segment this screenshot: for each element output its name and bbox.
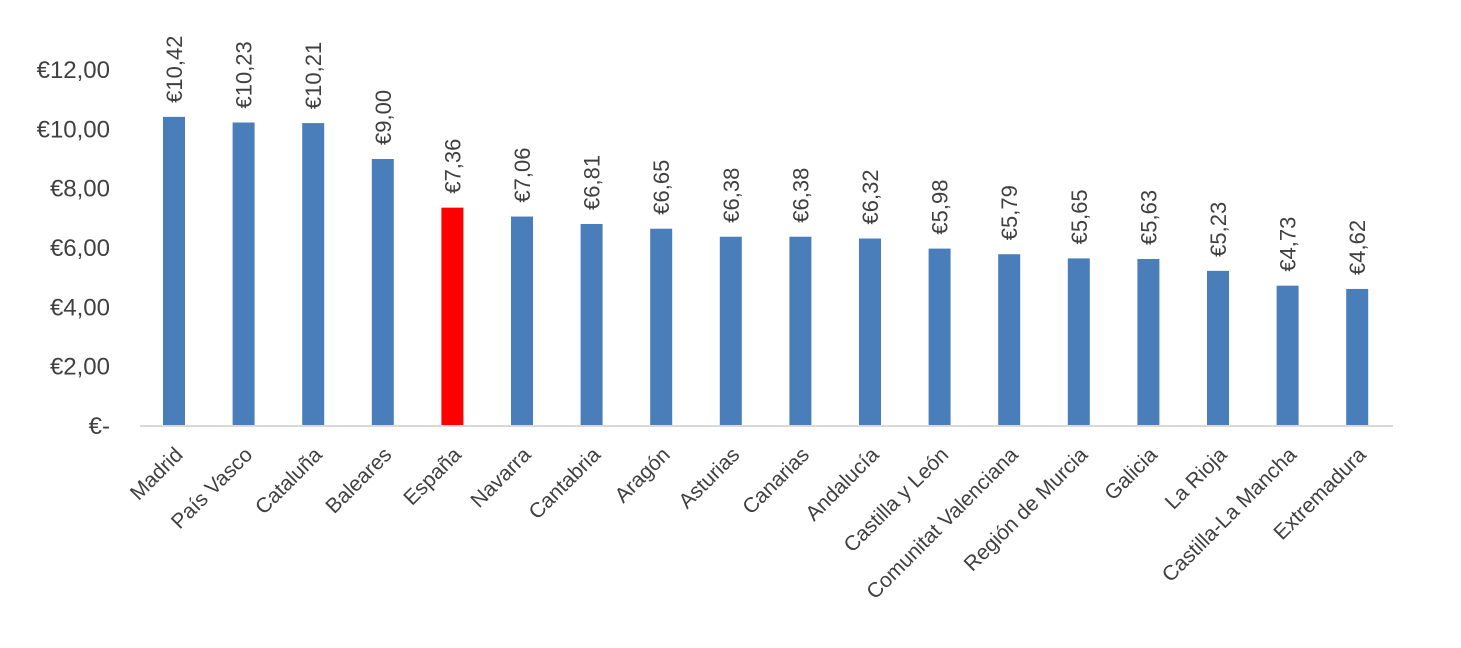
data-label: €5,79 [997, 185, 1022, 240]
data-label: €6,38 [719, 168, 744, 223]
x-tick-label: Navarra [466, 443, 535, 512]
x-tick-label: España [399, 443, 466, 510]
data-label: €10,23 [232, 41, 257, 108]
x-tick-label: Asturias [674, 443, 744, 513]
bar [928, 248, 951, 426]
bar [232, 122, 255, 426]
bar [859, 238, 881, 426]
bar [1067, 258, 1090, 426]
bar [1346, 288, 1369, 426]
data-label: €9,00 [371, 90, 396, 145]
bar [1207, 270, 1229, 426]
x-tick-label: Cataluña [251, 443, 327, 519]
y-tick-label: €10,00 [37, 116, 110, 143]
x-tick-label: Baleares [321, 443, 396, 518]
data-label: €10,21 [301, 42, 326, 109]
data-label: €6,65 [649, 160, 674, 215]
data-label: €5,65 [1067, 189, 1092, 244]
y-tick-label: €4,00 [50, 294, 110, 321]
bar [441, 207, 464, 426]
bar [371, 159, 394, 426]
data-label: €10,42 [162, 36, 187, 103]
y-tick-label: €- [89, 413, 110, 440]
x-tick-label: Región de Murcia [960, 443, 1093, 576]
bar [719, 236, 742, 426]
y-tick-label: €12,00 [37, 57, 110, 84]
data-label: €7,36 [440, 139, 465, 194]
bar [1137, 258, 1160, 426]
data-label: €6,32 [858, 169, 883, 224]
x-tick-label: Cantabria [524, 443, 605, 524]
data-label: €7,06 [510, 147, 535, 202]
data-label: €4,62 [1345, 220, 1370, 275]
data-label: €4,73 [1276, 217, 1301, 272]
bar [789, 236, 812, 426]
bar [511, 216, 533, 426]
data-label: €5,98 [928, 180, 953, 235]
bar [1276, 285, 1299, 426]
x-tick-label: Aragón [611, 443, 675, 507]
data-label: €6,38 [788, 168, 813, 223]
bar [302, 123, 325, 426]
y-tick-label: €6,00 [50, 235, 110, 262]
x-tick-label: Galicia [1100, 443, 1162, 505]
bar [580, 223, 603, 426]
data-label: €6,81 [580, 155, 605, 210]
bar [163, 116, 185, 426]
x-tick-label: Madrid [126, 443, 188, 505]
y-tick-label: €2,00 [50, 354, 110, 381]
bar [998, 254, 1021, 426]
x-tick-label: Castilla-La Mancha [1158, 443, 1302, 587]
y-tick-label: €8,00 [50, 176, 110, 203]
data-label: €5,23 [1206, 202, 1231, 257]
data-label: €5,63 [1136, 190, 1161, 245]
x-tick-label: La Rioja [1161, 443, 1232, 514]
bar [650, 228, 673, 426]
